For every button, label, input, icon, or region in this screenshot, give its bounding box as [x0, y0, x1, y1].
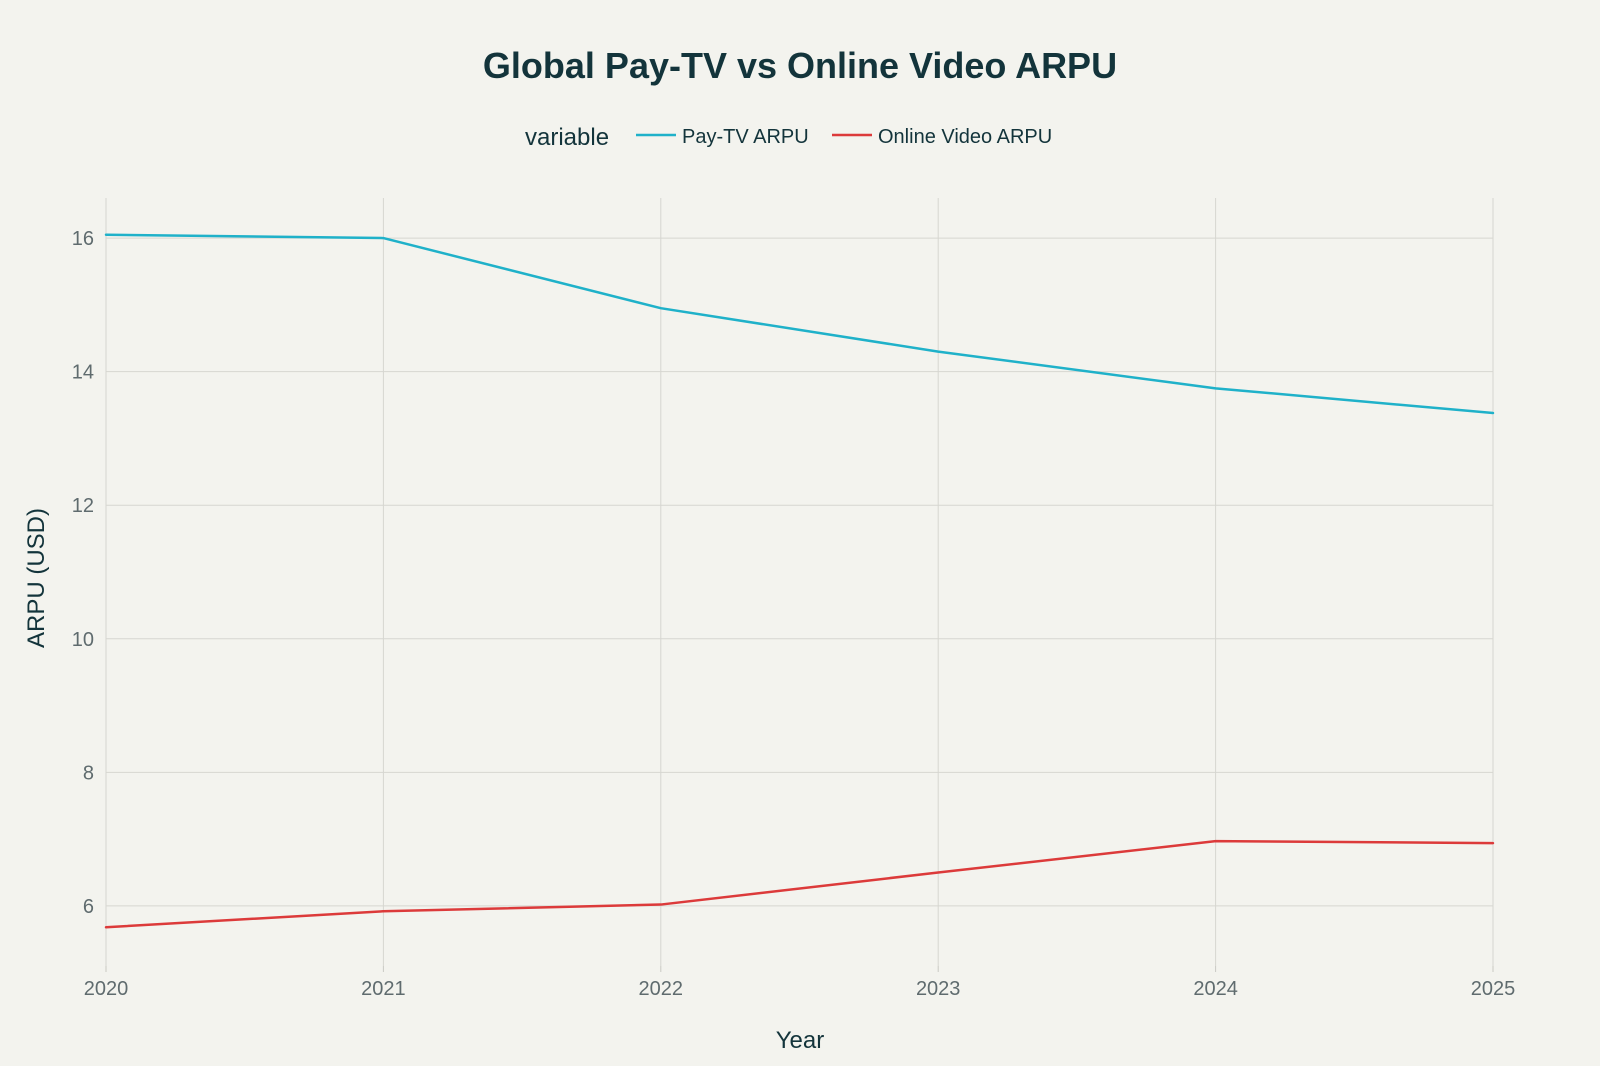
data-point-online-video-arpu-2025[interactable]: [1488, 838, 1498, 848]
y-tick-label-8: 8: [83, 762, 94, 784]
data-point-online-video-arpu-2023[interactable]: [933, 868, 943, 878]
y-tick-label-10: 10: [72, 629, 94, 651]
data-point-pay-tv-arpu-2022[interactable]: [656, 303, 666, 313]
series-line-online-video-arpu[interactable]: [104, 839, 1495, 929]
x-tick-label-2022: 2022: [639, 978, 684, 1000]
y-tick-label-12: 12: [72, 495, 94, 517]
legend: variable Pay-TV ARPU Online Video ARPU: [525, 124, 1052, 151]
legend-label-pay-tv: Pay-TV ARPU: [682, 126, 809, 148]
data-point-online-video-arpu-2020[interactable]: [101, 922, 111, 932]
y-tick-label-16: 16: [72, 228, 94, 250]
legend-title: variable: [525, 124, 609, 151]
data-point-pay-tv-arpu-2021[interactable]: [378, 233, 388, 243]
x-tick-label-2025: 2025: [1471, 978, 1516, 1000]
data-point-pay-tv-arpu-2023[interactable]: [933, 347, 943, 357]
series-line-pay-tv-arpu[interactable]: [104, 233, 1495, 415]
data-point-pay-tv-arpu-2020[interactable]: [101, 230, 111, 240]
data-point-online-video-arpu-2024[interactable]: [1211, 836, 1221, 846]
x-axis-title: Year: [776, 1027, 825, 1054]
y-axis-ticks: 6 8 10 12 14 16: [72, 228, 94, 918]
data-point-online-video-arpu-2022[interactable]: [656, 900, 666, 910]
y-tick-label-6: 6: [83, 896, 94, 918]
y-axis-title: ARPU (USD): [23, 508, 50, 648]
x-tick-label-2021: 2021: [361, 978, 406, 1000]
y-tick-label-14: 14: [72, 362, 94, 384]
x-tick-label-2024: 2024: [1193, 978, 1238, 1000]
data-point-online-video-arpu-2021[interactable]: [378, 906, 388, 916]
x-axis-ticks: 2020 2021 2022 2023 2024 2025: [84, 966, 1516, 1000]
data-point-pay-tv-arpu-2025[interactable]: [1488, 408, 1498, 418]
x-tick-label-2023: 2023: [916, 978, 961, 1000]
data-point-pay-tv-arpu-2024[interactable]: [1211, 383, 1221, 393]
legend-label-online-video: Online Video ARPU: [878, 126, 1052, 148]
series-lines: [101, 230, 1498, 932]
chart-title: Global Pay-TV vs Online Video ARPU: [483, 45, 1117, 86]
x-tick-label-2020: 2020: [84, 978, 129, 1000]
legend-item-pay-tv[interactable]: Pay-TV ARPU: [636, 126, 809, 148]
legend-item-online-video[interactable]: Online Video ARPU: [832, 126, 1052, 148]
